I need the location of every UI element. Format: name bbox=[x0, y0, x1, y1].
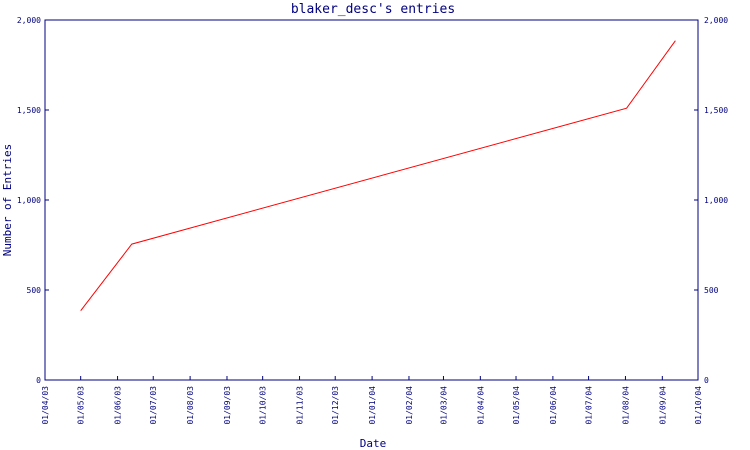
y-tick-label-right: 0 bbox=[704, 376, 709, 385]
y-axis-right: 0 500 1,000 1,500 2,000 bbox=[694, 16, 728, 385]
x-tick-label: 01/01/04 bbox=[368, 386, 377, 425]
x-tick-label: 01/11/03 bbox=[296, 386, 305, 425]
x-tick-label: 01/05/04 bbox=[512, 386, 521, 425]
y-tick-label-right: 2,000 bbox=[704, 16, 728, 25]
x-tick-label: 01/09/04 bbox=[658, 386, 667, 425]
x-tick-label: 01/06/03 bbox=[114, 386, 123, 425]
x-tick-label: 01/05/03 bbox=[77, 386, 86, 425]
x-tick-label: 01/02/04 bbox=[405, 386, 414, 425]
y-tick-label-left: 2,000 bbox=[17, 16, 41, 25]
x-tick-label: 01/06/04 bbox=[549, 386, 558, 425]
x-tick-label: 01/08/04 bbox=[621, 386, 630, 425]
chart-title: blaker_desc's entries bbox=[291, 2, 455, 17]
y-axis-label: Number of Entries bbox=[1, 144, 14, 257]
x-tick-label: 01/04/03 bbox=[41, 386, 50, 425]
y-tick-label-left: 1,000 bbox=[17, 196, 41, 205]
x-tick-label: 01/10/04 bbox=[694, 386, 703, 425]
x-tick-label: 01/03/04 bbox=[439, 386, 448, 425]
y-tick-label-right: 1,000 bbox=[704, 196, 728, 205]
x-tick-label: 01/12/03 bbox=[331, 386, 340, 425]
y-tick-label-right: 500 bbox=[704, 286, 719, 295]
y-tick-label-left: 0 bbox=[36, 376, 41, 385]
x-tick-label: 01/04/04 bbox=[476, 386, 485, 425]
x-tick-label: 01/08/03 bbox=[186, 386, 195, 425]
x-axis-label: Date bbox=[360, 437, 387, 450]
series-line bbox=[80, 40, 676, 312]
y-tick-label-right: 1,500 bbox=[704, 106, 728, 115]
x-tick-label: 01/07/04 bbox=[585, 386, 594, 425]
x-tick-label: 01/07/03 bbox=[149, 386, 158, 425]
y-axis-left: 0 500 1,000 1,500 2,000 bbox=[17, 16, 49, 385]
x-tick-label: 01/10/03 bbox=[259, 386, 268, 425]
x-tick-label: 01/09/03 bbox=[223, 386, 232, 425]
plot-frame bbox=[44, 19, 699, 381]
x-axis: 01/04/03 01/05/03 01/06/03 01/07/03 01/08/03… bbox=[41, 376, 703, 425]
y-tick-label-left: 500 bbox=[27, 286, 42, 295]
y-tick-label-left: 1,500 bbox=[17, 106, 41, 115]
series-group bbox=[80, 40, 676, 312]
